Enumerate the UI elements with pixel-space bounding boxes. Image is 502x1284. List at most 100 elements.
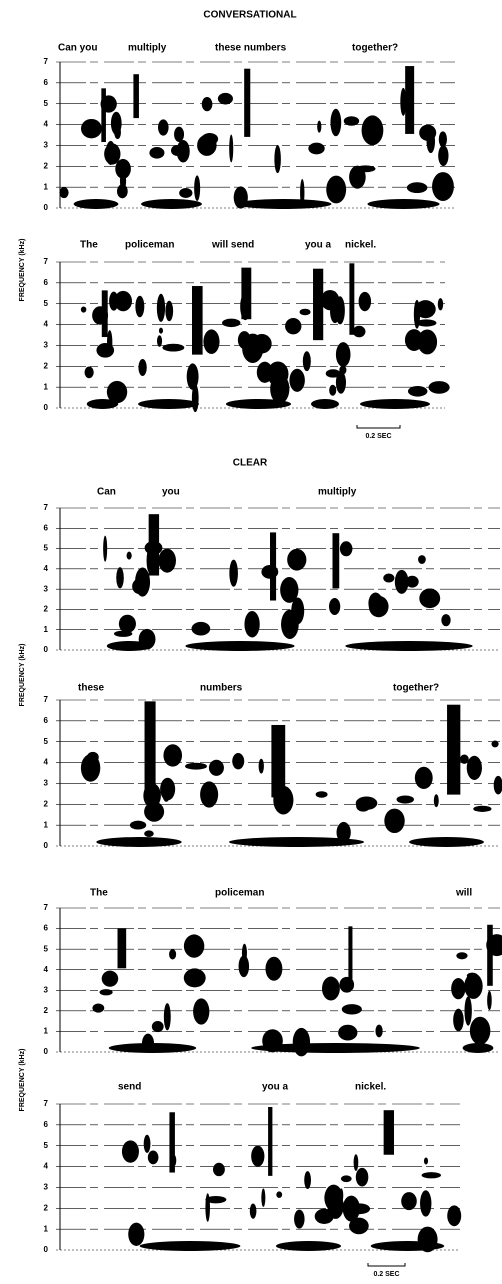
voicing-bar	[106, 641, 153, 651]
y-tick-label: 0	[44, 403, 49, 412]
energy-blob	[420, 1190, 432, 1217]
energy-blob	[156, 335, 163, 347]
scale-bar	[356, 425, 401, 429]
energy-blob	[104, 143, 121, 165]
energy-blob	[451, 978, 466, 1000]
y-tick-label: 3	[44, 1183, 49, 1192]
word-label: numbers	[200, 683, 243, 694]
scale-bar	[367, 1263, 406, 1267]
y-tick-label: 0	[44, 1245, 49, 1254]
voicing-bar	[108, 1043, 197, 1053]
energy-blob	[285, 317, 302, 335]
energy-blob	[203, 329, 220, 354]
energy-blob	[179, 187, 193, 198]
voicing-bar	[345, 641, 473, 651]
word-label: nickel.	[355, 1082, 386, 1093]
energy-blob	[349, 1217, 369, 1235]
energy-band	[332, 533, 340, 589]
energy-blob	[128, 1222, 145, 1246]
energy-blob	[126, 551, 132, 560]
energy-blob	[383, 573, 395, 583]
axis-label: FREQUENCY (kHz)	[19, 239, 26, 302]
energy-band	[383, 1110, 395, 1155]
energy-blob	[330, 300, 341, 324]
energy-blob	[165, 300, 174, 322]
voicing-bar	[228, 837, 365, 847]
voicing-bar	[370, 1241, 445, 1251]
spectrogram	[103, 514, 473, 651]
energy-blob	[194, 175, 201, 202]
energy-blob	[407, 385, 428, 397]
energy-blob	[144, 801, 165, 822]
y-tick-label: 4	[44, 564, 49, 573]
voicing-bar	[138, 399, 199, 409]
energy-blob	[400, 87, 407, 116]
energy-blob	[99, 989, 113, 996]
energy-blob	[114, 290, 133, 312]
energy-blob	[80, 118, 102, 139]
energy-blob	[368, 595, 389, 618]
energy-blob	[205, 1195, 227, 1204]
energy-band	[133, 74, 139, 119]
energy-band	[268, 1106, 273, 1176]
energy-blob	[315, 791, 328, 798]
energy-blob	[329, 598, 341, 616]
spectrogram	[80, 263, 450, 413]
y-tick-label: 5	[44, 544, 49, 553]
energy-blob	[280, 576, 299, 603]
energy-blob	[107, 330, 113, 355]
energy-blob	[330, 108, 342, 137]
energy-blob	[147, 1150, 159, 1165]
energy-blob	[201, 96, 213, 112]
energy-band	[349, 263, 355, 335]
voicing-bar	[275, 1241, 342, 1251]
energy-band	[169, 1112, 175, 1173]
energy-blob	[183, 934, 205, 958]
spectrogram	[59, 66, 454, 209]
energy-blob	[417, 329, 438, 355]
energy-blob	[208, 759, 224, 776]
energy-blob	[156, 293, 166, 322]
energy-blob	[163, 1003, 171, 1031]
word-label: you a	[262, 1082, 289, 1093]
energy-blob	[267, 361, 289, 387]
energy-blob	[251, 1145, 265, 1167]
energy-blob	[473, 805, 492, 812]
energy-blob	[466, 755, 482, 780]
energy-blob	[401, 1192, 417, 1211]
word-label: policeman	[215, 888, 264, 899]
y-tick-label: 2	[44, 799, 49, 808]
word-label: Can	[97, 487, 116, 498]
y-tick-label: 2	[44, 1203, 49, 1212]
energy-blob	[325, 369, 341, 378]
energy-blob	[251, 334, 272, 354]
voicing-bar	[225, 399, 292, 409]
energy-blob	[433, 794, 439, 808]
energy-blob	[406, 182, 428, 194]
y-tick-label: 1	[44, 625, 49, 634]
energy-band	[313, 268, 324, 341]
energy-blob	[169, 949, 177, 960]
energy-blob	[289, 368, 305, 392]
energy-blob	[438, 131, 447, 148]
section-title: CLEAR	[233, 458, 268, 469]
energy-band	[191, 286, 203, 355]
energy-band	[244, 68, 251, 137]
energy-blob	[80, 306, 87, 313]
energy-blob	[276, 1191, 283, 1198]
voicing-bar	[462, 1043, 494, 1053]
y-tick-label: 5	[44, 737, 49, 746]
energy-band	[271, 724, 286, 798]
word-label: policeman	[125, 240, 174, 251]
energy-blob	[158, 327, 164, 334]
energy-band	[101, 290, 108, 338]
y-tick-label: 7	[44, 903, 49, 912]
energy-blob	[308, 142, 325, 155]
spectrogram	[92, 924, 502, 1057]
energy-blob	[343, 116, 360, 126]
energy-blob	[464, 996, 472, 1026]
y-tick-label: 6	[44, 716, 49, 725]
y-tick-label: 3	[44, 779, 49, 788]
word-label: The	[80, 240, 98, 251]
